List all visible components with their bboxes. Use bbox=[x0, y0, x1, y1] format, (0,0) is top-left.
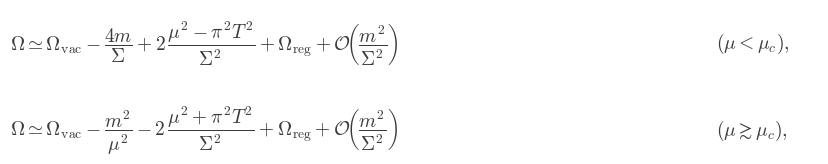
Text: $\Omega \simeq \Omega_{\mathrm{vac}} - \dfrac{4m}{\Sigma} + 2\, \dfrac{\mu^2 - \: $\Omega \simeq \Omega_{\mathrm{vac}} - \… bbox=[10, 20, 397, 68]
Text: $\Omega \simeq \Omega_{\mathrm{vac}} - \dfrac{m^2}{\mu^2} - 2\, \dfrac{\mu^2 + \: $\Omega \simeq \Omega_{\mathrm{vac}} - \… bbox=[10, 104, 397, 157]
Text: $(\mu < \mu_c),$: $(\mu < \mu_c),$ bbox=[715, 32, 789, 56]
Text: $(\mu \gtrsim \mu_c),$: $(\mu \gtrsim \mu_c),$ bbox=[715, 119, 787, 143]
